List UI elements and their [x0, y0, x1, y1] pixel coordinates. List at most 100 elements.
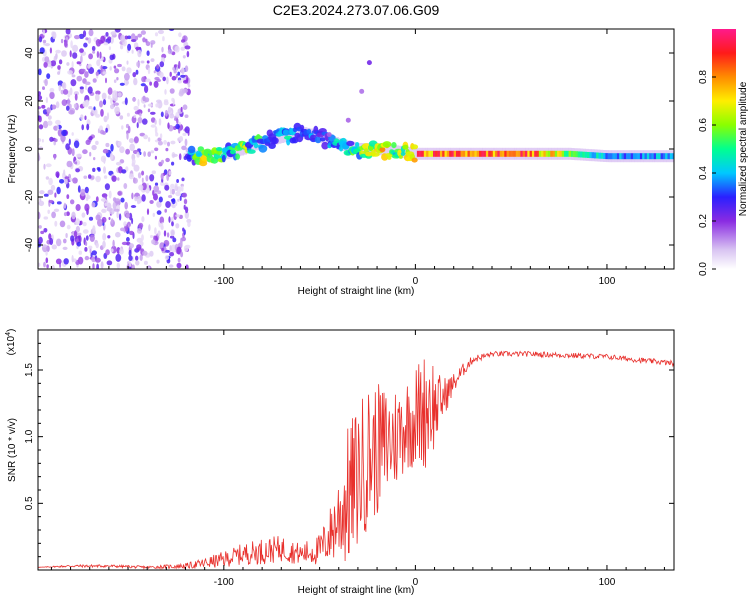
band-segment [467, 150, 470, 157]
noise-blob [140, 83, 146, 87]
noise-blob [44, 43, 50, 47]
band-segment [580, 151, 583, 158]
noise-blob [87, 37, 92, 44]
noise-blob [96, 59, 101, 67]
noise-blob [179, 195, 182, 201]
noise-blob [146, 60, 150, 64]
band-segment [614, 153, 618, 160]
noise-blob [142, 37, 146, 43]
noise-blob [137, 117, 143, 124]
noise-blob [137, 98, 140, 107]
noise-blob [76, 61, 82, 65]
band-segment [446, 150, 450, 157]
noise-blob [145, 175, 149, 182]
noise-blob [57, 71, 61, 75]
noise-blob [184, 211, 189, 219]
noise-blob [136, 122, 139, 129]
noise-blob [61, 82, 65, 88]
noise-blob [95, 242, 99, 249]
band-segment [515, 150, 519, 157]
noise-blob [125, 80, 129, 85]
band-halo [384, 144, 388, 156]
noise-blob [127, 125, 131, 134]
noise-blob [141, 177, 144, 183]
noise-blob [104, 202, 109, 207]
band-blob [235, 153, 241, 160]
noise-blob [88, 136, 93, 141]
noise-blob [46, 107, 51, 114]
noise-blob [123, 221, 127, 227]
noise-blob [181, 185, 184, 192]
noise-blob [147, 151, 151, 157]
noise-blob [153, 80, 159, 88]
band-segment [621, 153, 624, 160]
noise-blob [120, 34, 126, 43]
colorbar-tick-label: 0.8 [698, 70, 709, 84]
noise-blob [184, 126, 190, 134]
colorbar-tick-label: 0.4 [698, 166, 709, 180]
noise-blob [66, 62, 70, 66]
noise-blob [158, 118, 162, 126]
noise-blob [125, 148, 130, 155]
noise-blob [88, 174, 92, 179]
noise-blob [71, 255, 74, 263]
noise-blob [71, 148, 75, 157]
noise-blob [95, 93, 100, 102]
noise-blob [160, 173, 164, 180]
noise-blob [61, 129, 67, 137]
band-segment [582, 151, 585, 158]
band-segment [591, 152, 595, 159]
noise-blob [113, 65, 117, 69]
noise-blob [81, 124, 84, 131]
noise-blob [178, 32, 182, 38]
noise-blob [44, 56, 50, 63]
band-segment [550, 150, 553, 157]
band-segment [465, 150, 468, 157]
noise-blob [144, 85, 149, 94]
band-segment [520, 150, 523, 157]
band-segment [561, 150, 565, 157]
noise-blob [51, 244, 57, 250]
noise-blob [154, 32, 159, 37]
noise-blob [152, 212, 155, 217]
noise-blob [99, 100, 103, 108]
noise-blob [112, 90, 118, 98]
noise-blob [71, 74, 76, 78]
noise-blob [131, 49, 134, 54]
band-segment [518, 150, 521, 157]
noise-blob [159, 61, 165, 68]
noise-blob [59, 179, 65, 184]
noise-blob [167, 141, 170, 147]
noise-blob [66, 194, 70, 200]
noise-blob [66, 105, 70, 111]
noise-blob [49, 47, 53, 54]
noise-blob [50, 184, 56, 191]
noise-blob [169, 252, 175, 257]
snr-x-tick-label: 100 [599, 577, 616, 588]
noise-blob [175, 73, 178, 78]
noise-blob [164, 208, 167, 213]
noise-blob [49, 91, 55, 100]
snr-y-multiplier-close: ) [6, 329, 17, 332]
noise-blob [114, 106, 120, 115]
noise-blob [124, 201, 128, 210]
noise-blob [181, 39, 186, 43]
noise-blob [178, 60, 181, 69]
band-blob [282, 129, 289, 136]
noise-blob [38, 115, 42, 123]
noise-blob [134, 110, 140, 115]
noise-blob [70, 235, 75, 242]
noise-blob [170, 183, 175, 189]
noise-blob [55, 119, 61, 125]
noise-blob [53, 153, 56, 160]
noise-blob [45, 257, 49, 264]
band-segment [437, 150, 441, 157]
streak-blob [366, 60, 372, 66]
band-segment [428, 150, 431, 157]
band-segment [637, 153, 641, 160]
band-segment [651, 153, 654, 160]
noise-blob [79, 220, 83, 225]
noise-blob [126, 237, 130, 242]
noise-blob [126, 112, 130, 117]
noise-blob [171, 188, 175, 195]
